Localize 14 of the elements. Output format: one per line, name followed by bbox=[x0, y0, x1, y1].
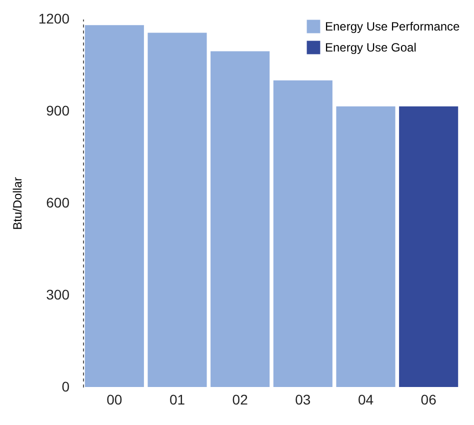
x-tick-label: 02 bbox=[232, 392, 248, 408]
x-tick-label: 06 bbox=[420, 392, 437, 408]
x-tick-label: 01 bbox=[169, 392, 186, 408]
y-axis-title: Btu/Dollar bbox=[10, 177, 24, 230]
legend-label: Energy Use Performance bbox=[325, 20, 460, 34]
y-tick-label: 900 bbox=[46, 102, 70, 118]
x-tick-label: 03 bbox=[295, 392, 311, 408]
y-tick-label: 300 bbox=[46, 286, 70, 302]
y-tick-label: 600 bbox=[46, 194, 70, 210]
y-tick-label: 0 bbox=[62, 378, 70, 394]
x-tick-label: 00 bbox=[106, 392, 122, 408]
x-tick-label: 04 bbox=[358, 392, 374, 408]
legend-label: Energy Use Goal bbox=[325, 40, 416, 54]
y-tick-label: 1200 bbox=[38, 10, 70, 26]
